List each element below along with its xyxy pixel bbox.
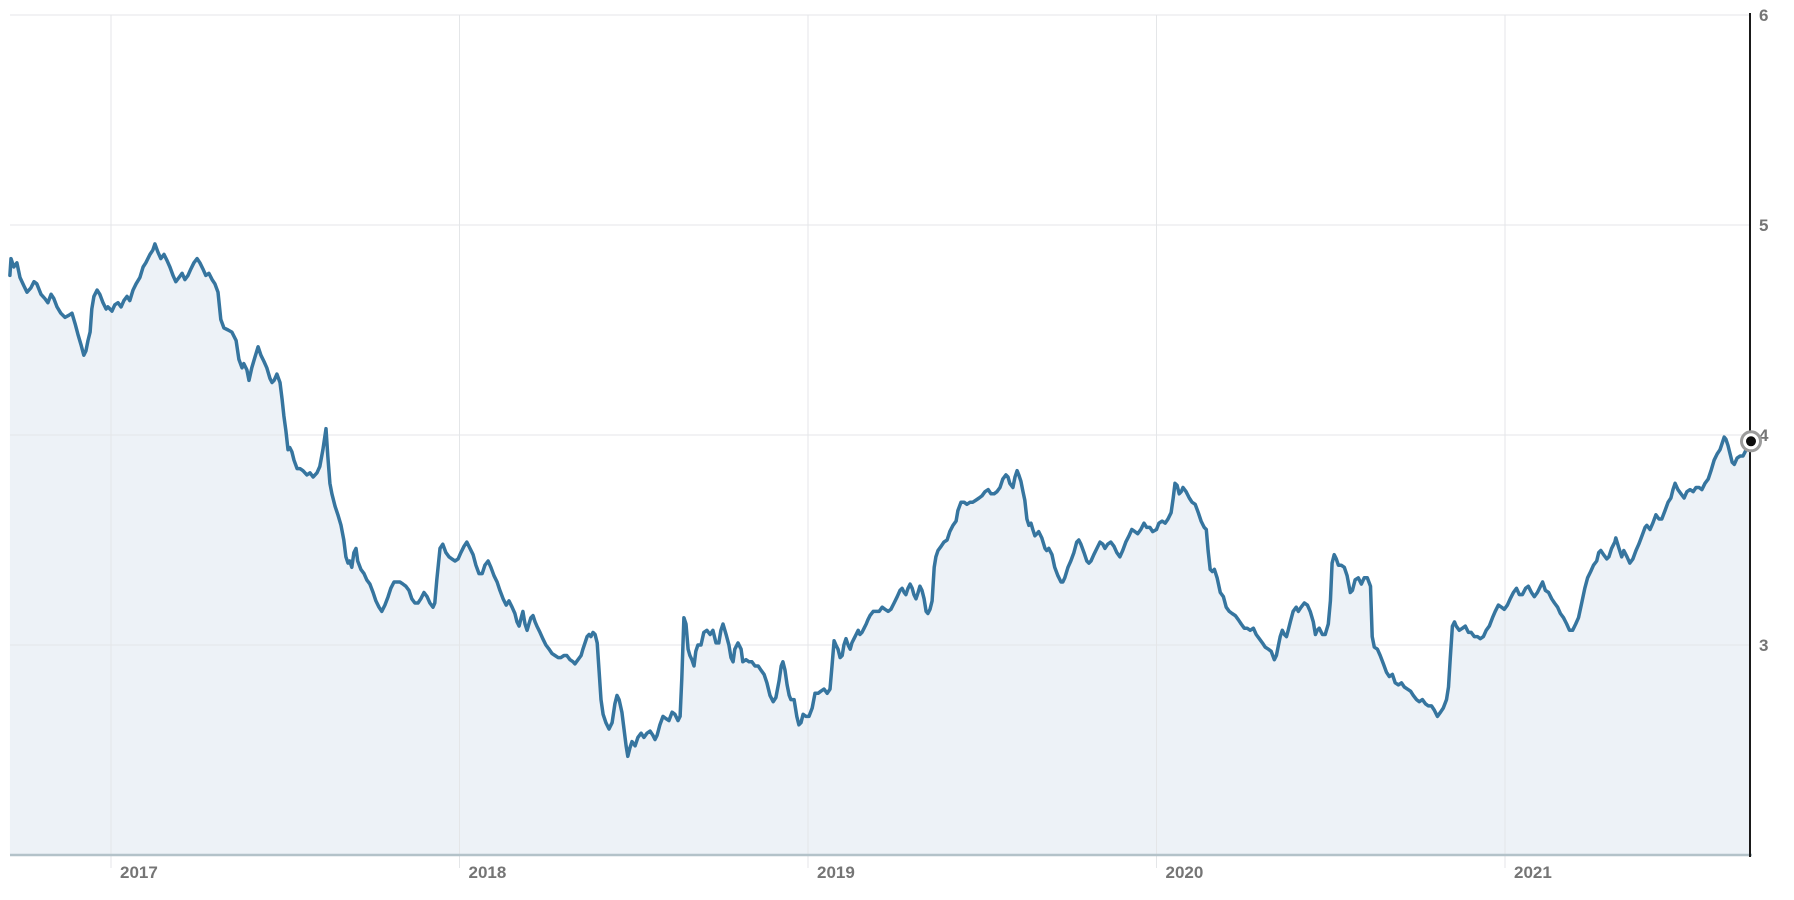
- price-line: [8, 242, 1753, 759]
- x-axis-label: 2019: [817, 863, 855, 882]
- x-axis-label: 2017: [120, 863, 158, 882]
- x-axis-label: 2021: [1514, 863, 1552, 882]
- y-axis-label: 6: [1759, 6, 1768, 25]
- last-price-marker: [1740, 430, 1762, 453]
- x-axis-label: 2018: [469, 863, 507, 882]
- y-axis-label: 4: [1759, 426, 1769, 445]
- y-axis-label: 5: [1759, 216, 1768, 235]
- y-axis-label: 3: [1759, 636, 1768, 655]
- area-fill: [9, 243, 1751, 855]
- marker-dot: [1746, 436, 1756, 447]
- x-axis-label: 2020: [1166, 863, 1204, 882]
